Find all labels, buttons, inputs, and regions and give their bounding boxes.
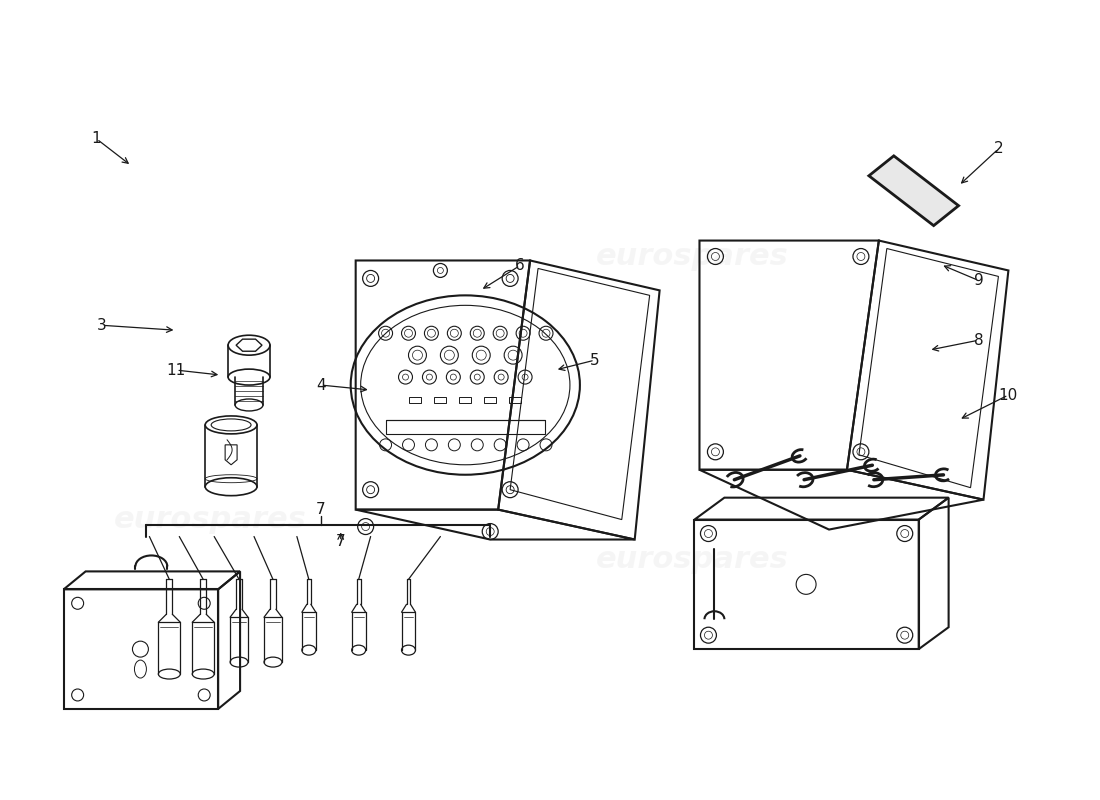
Text: 8: 8 [974,333,983,348]
Text: 7: 7 [316,502,326,517]
Text: 6: 6 [515,258,525,273]
Bar [434,397,447,403]
Bar [386,420,544,434]
Text: 9: 9 [974,273,983,288]
Bar [509,397,521,403]
Text: eurospares: eurospares [113,505,307,534]
Text: eurospares: eurospares [596,545,789,574]
Text: 11: 11 [167,362,186,378]
Bar [409,397,421,403]
Text: 2: 2 [993,142,1003,156]
Text: 4: 4 [316,378,326,393]
Text: 7: 7 [336,534,345,549]
Text: 1: 1 [91,131,101,146]
Polygon shape [869,156,958,226]
Bar [484,397,496,403]
Text: 10: 10 [999,387,1018,402]
Bar [64,590,218,709]
Text: 3: 3 [97,318,107,333]
Text: 5: 5 [590,353,600,368]
Text: eurospares: eurospares [596,242,789,271]
Bar [694,519,918,649]
Bar [460,397,471,403]
